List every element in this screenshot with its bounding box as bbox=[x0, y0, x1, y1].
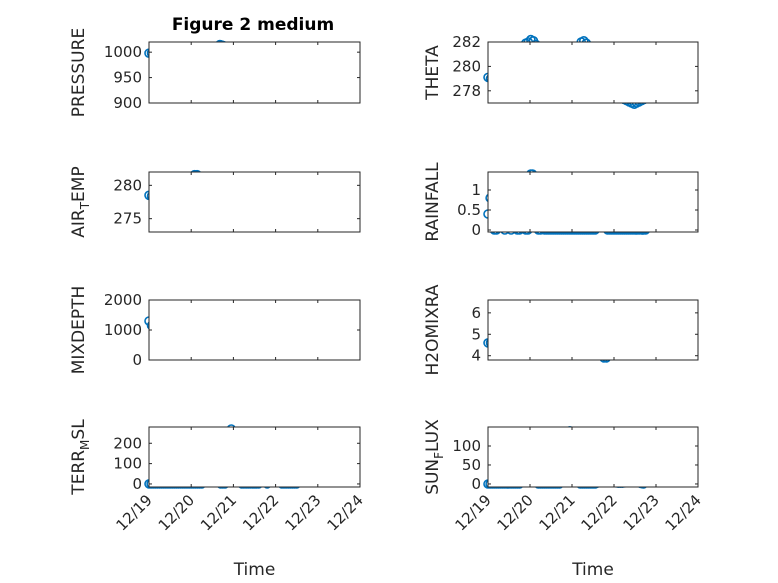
y-axis-label: RAINFALL bbox=[423, 162, 443, 242]
axes-frame bbox=[148, 171, 361, 233]
y-tick-label: 0 bbox=[471, 221, 481, 239]
y-tick-label: 1000 bbox=[104, 321, 142, 339]
y-tick-label: 950 bbox=[113, 69, 142, 87]
y-tick-label: 280 bbox=[452, 57, 481, 75]
axes-frame bbox=[148, 41, 361, 104]
y-tick-label: 0 bbox=[132, 351, 142, 369]
subplot-5: 0 1000 2000 MIXDEPTH bbox=[69, 286, 361, 375]
subplot-2: 278 280 282 THETA bbox=[423, 33, 699, 109]
axes-frame bbox=[487, 41, 699, 104]
subplot-6: 4 5 6 H2OMIXRA bbox=[423, 284, 699, 376]
y-tick-label: 6 bbox=[471, 304, 481, 322]
y-tick-label: 900 bbox=[113, 94, 142, 112]
x-tick-label: 12/21 bbox=[536, 491, 579, 534]
axes-frame bbox=[487, 299, 699, 361]
x-tick-label: 12/20 bbox=[494, 491, 537, 534]
x-tick-label: 12/19 bbox=[113, 491, 156, 534]
y-tick-label: 5 bbox=[471, 325, 481, 343]
y-tick-label: 200 bbox=[113, 434, 142, 452]
x-tick-label: 12/19 bbox=[452, 491, 495, 534]
y-tick-label: 278 bbox=[452, 82, 481, 100]
y-tick-label: 50 bbox=[462, 456, 481, 474]
subplot-3: 275 280 AIRTEMP bbox=[69, 166, 361, 238]
subplot-1: 900 950 1000 PRESSURE bbox=[69, 28, 361, 117]
axes-frame bbox=[487, 426, 699, 488]
y-axis-label: TERRMSL bbox=[69, 419, 92, 496]
x-tick-label: 12/23 bbox=[620, 491, 663, 534]
axes-frame bbox=[148, 299, 361, 361]
y-tick-label: 0 bbox=[471, 475, 481, 493]
x-axis-label: Time bbox=[233, 560, 276, 580]
x-tick-label: 12/24 bbox=[662, 491, 705, 534]
subplot-4: 0 0.5 1 RAINFALL bbox=[423, 162, 699, 242]
axes-frame bbox=[148, 426, 361, 488]
x-tick-label: 12/23 bbox=[281, 491, 324, 534]
y-tick-label: 2000 bbox=[104, 291, 142, 309]
y-axis-label: PRESSURE bbox=[69, 28, 89, 117]
x-tick-label: 12/22 bbox=[239, 491, 282, 534]
axes-frame bbox=[487, 171, 699, 233]
y-tick-label: 280 bbox=[113, 176, 142, 194]
x-tick-label: 12/24 bbox=[324, 491, 367, 534]
y-axis-label: THETA bbox=[423, 45, 443, 101]
x-tick-label: 12/21 bbox=[197, 491, 240, 534]
y-tick-label: 0 bbox=[132, 475, 142, 493]
y-tick-label: 4 bbox=[471, 347, 481, 365]
y-axis-label: MIXDEPTH bbox=[69, 286, 89, 375]
y-axis-label: H2OMIXRA bbox=[423, 284, 443, 375]
y-tick-label: 100 bbox=[113, 455, 142, 473]
y-tick-label: 100 bbox=[452, 437, 481, 455]
y-tick-label: 0.5 bbox=[457, 201, 481, 219]
x-tick-label: 12/22 bbox=[578, 491, 621, 534]
y-tick-label: 275 bbox=[113, 210, 142, 228]
x-axis-label: Time bbox=[571, 560, 614, 580]
y-axis-label: SUNFLUX bbox=[423, 419, 446, 495]
y-axis-label: AIRTEMP bbox=[69, 166, 92, 237]
y-tick-label: 282 bbox=[452, 33, 481, 51]
y-tick-label: 1 bbox=[471, 181, 481, 199]
y-tick-label: 1000 bbox=[104, 43, 142, 61]
x-tick-label: 12/20 bbox=[155, 491, 198, 534]
figure-title: Figure 2 medium bbox=[172, 15, 334, 35]
